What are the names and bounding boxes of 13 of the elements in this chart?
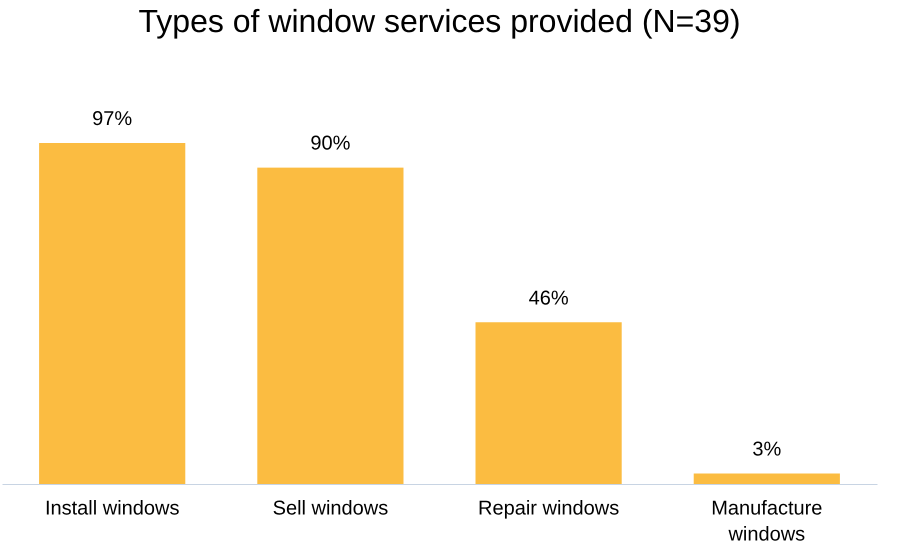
x-tick-label: Install windows — [44, 498, 180, 520]
bar — [694, 473, 840, 484]
bar — [476, 322, 622, 484]
chart-title: Types of window services provided (N=39) — [138, 3, 741, 39]
x-tick-label: Sell windows — [272, 498, 388, 520]
x-tick-label: Manufacture windows — [711, 498, 822, 546]
bar — [257, 168, 404, 484]
bar — [39, 143, 186, 484]
data-label: 3% — [752, 438, 782, 460]
x-tick-label: Repair windows — [478, 498, 620, 520]
data-label: 46% — [528, 287, 569, 310]
data-label: 90% — [310, 132, 351, 155]
data-label: 97% — [92, 108, 132, 130]
